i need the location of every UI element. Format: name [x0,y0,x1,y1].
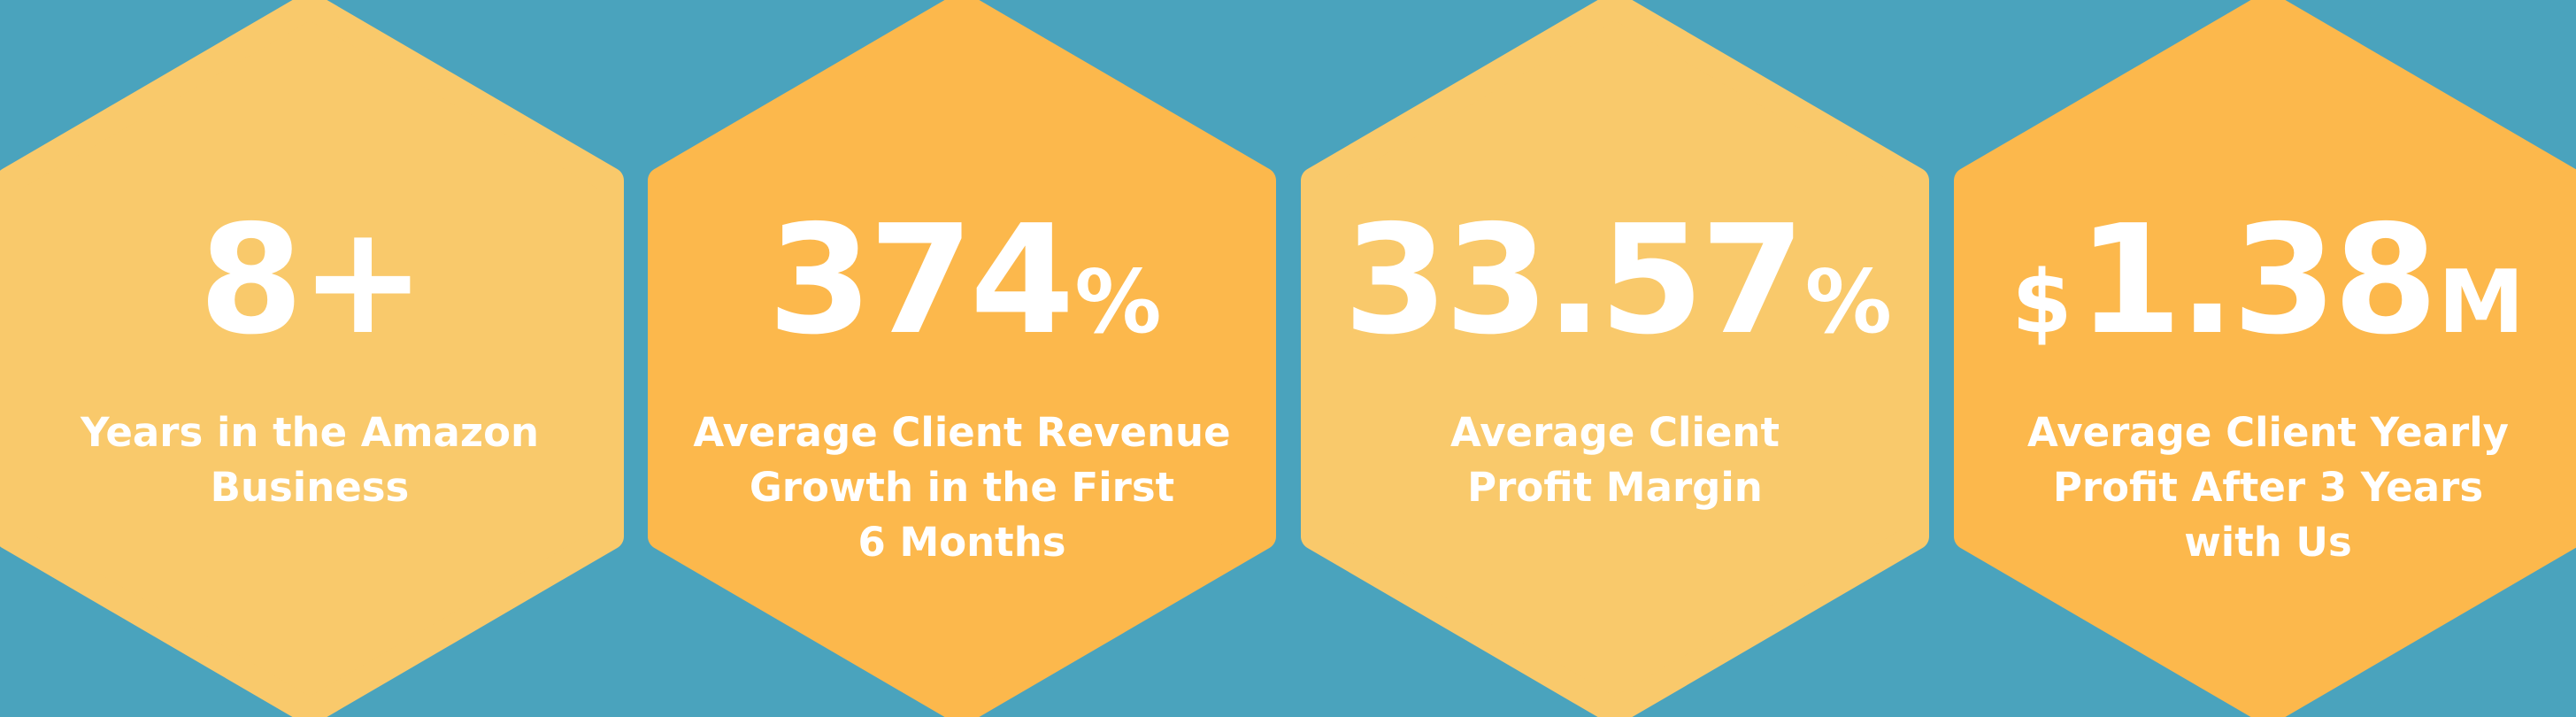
stat-number: 33.57 [1343,193,1805,368]
stat-prefix: $ [2011,252,2072,353]
caption-line: Profit Margin [1467,464,1763,511]
stat-number: 1.38 [2077,193,2438,368]
stat-caption: Average Client Profit Margin [1305,405,1925,515]
stat-number: 8+ [198,193,427,368]
caption-line: Years in the Amazon [80,409,540,456]
stat-number: 374 [767,193,1074,368]
hexagon-shape [648,0,1276,717]
caption-line: Business [210,464,410,511]
stat-hexagon-profit-margin: 33.57% Average Client Profit Margin [1301,0,1929,717]
stat-value: 33.57% [1305,205,1925,356]
stat-hexagon-years: 8+ Years in the Amazon Business [0,0,624,717]
stat-hexagon-revenue-growth: 374% Average Client Revenue Growth in th… [648,0,1276,717]
stat-suffix: M [2438,252,2525,353]
caption-line: Average Client [1450,409,1780,456]
caption-line: 6 Months [857,519,1066,566]
caption-line: Average Client Revenue [693,409,1231,456]
caption-line: Average Client Yearly [2027,409,2509,456]
caption-line: Profit After 3 Years [2052,464,2484,511]
hexagon-shape [0,0,624,717]
stat-suffix: % [1804,252,1892,353]
stat-suffix: % [1074,252,1162,353]
stat-caption: Average Client Revenue Growth in the Fir… [652,405,1272,570]
stat-value: 8+ [0,205,619,356]
stat-hexagon-yearly-profit: $1.38M Average Client Yearly Profit Afte… [1954,0,2576,717]
hexagon-shape [1954,0,2576,717]
caption-line: Growth in the First [749,464,1175,511]
caption-line: with Us [2184,519,2352,566]
hexagon-shape [1301,0,1929,717]
stat-caption: Average Client Yearly Profit After 3 Yea… [1958,405,2576,570]
stat-caption: Years in the Amazon Business [0,405,619,515]
stat-value: $1.38M [1958,205,2576,356]
stat-value: 374% [652,205,1272,356]
